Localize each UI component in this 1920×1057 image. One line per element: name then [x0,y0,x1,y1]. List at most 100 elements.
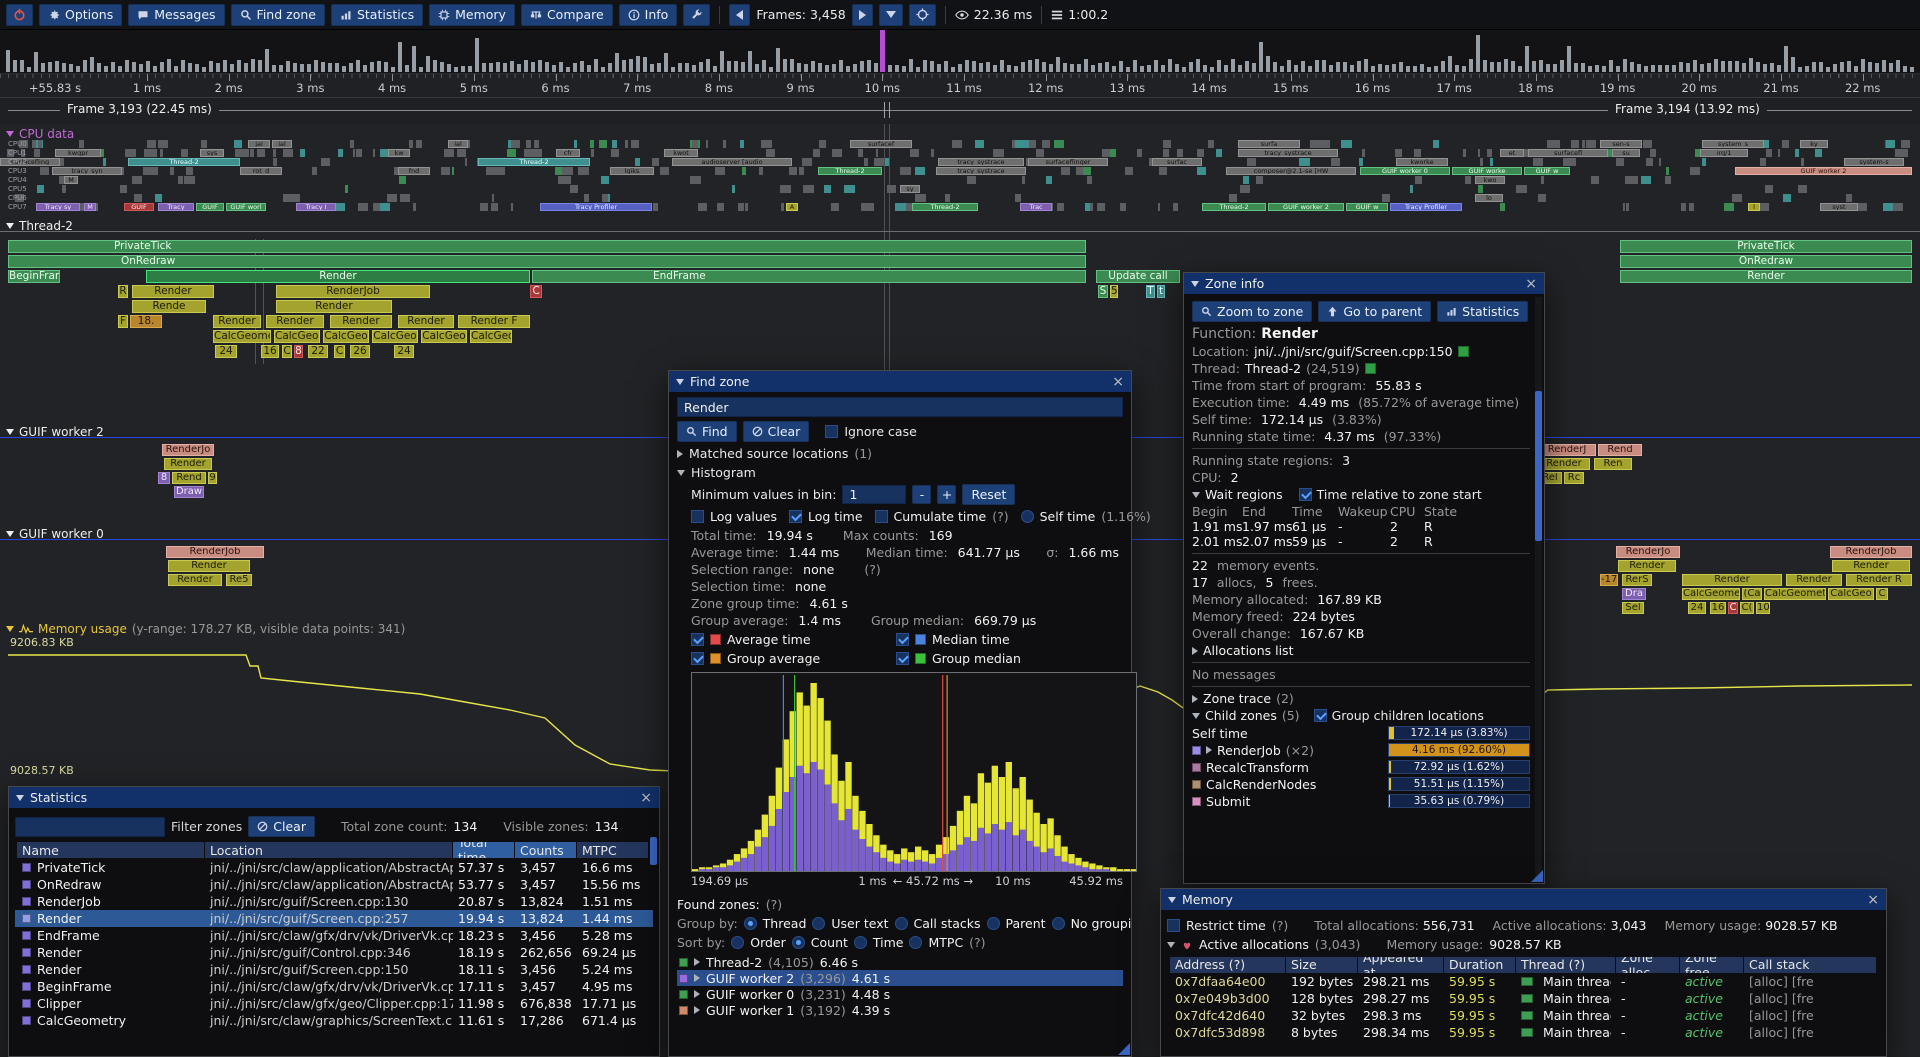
frame-bar[interactable] [188,63,192,72]
frame-bar[interactable] [1854,66,1858,72]
column-header-address-[interactable]: Address (?) [1170,957,1286,973]
frame-bar[interactable] [1532,61,1536,72]
column-header-total-time[interactable]: Total time [453,842,515,858]
frame-bar[interactable] [1119,61,1123,72]
timeline-zone-composer-2-1-se-hw[interactable]: composer@2.1-se [HW [1226,167,1356,175]
frame-bar[interactable] [902,66,906,72]
frame-bar[interactable] [538,60,542,72]
frame-bar[interactable] [1511,61,1515,72]
timeline-zone-guif-worke[interactable]: GUIF worke [1452,167,1522,175]
frame-bar[interactable] [1819,62,1823,72]
frame-bar[interactable] [1714,59,1718,72]
frame-bar[interactable] [1413,66,1417,72]
timeline-zone-render[interactable]: Render [1832,560,1910,572]
timeline-zone-calcgeo[interactable]: CalcGeo [323,330,369,343]
frame-bar[interactable] [356,60,360,72]
column-header-location[interactable]: Location [205,842,453,858]
frame-bar[interactable] [321,62,325,72]
timeline-zone-renderjo[interactable]: RenderJo [162,444,214,456]
frame-bar[interactable] [888,65,892,72]
timeline-zone-render[interactable]: Render [1786,574,1842,586]
timeline-zone-calcgeome[interactable]: CalcGeome [213,330,271,343]
frame-bar[interactable] [1910,67,1914,72]
timeline-zone-sen-s[interactable]: sen-s [1600,140,1642,148]
zone-location[interactable]: jni/../jni/src/guif/Screen.cpp:150 [1254,344,1452,359]
frame-bar[interactable] [1658,65,1662,72]
compare-button[interactable]: Compare [521,4,613,26]
frame-bar[interactable] [426,56,430,72]
thread2-header[interactable]: Thread-2 [6,219,73,233]
child-zone-row[interactable]: RenderJob(×2)4.16 ms (92.60%) [1192,742,1530,758]
ignore-case-checkbox[interactable] [825,425,838,438]
child-zones-section[interactable]: Child zones(5)Group children locations [1192,708,1530,723]
frame-bar[interactable] [251,59,255,72]
frame-bar[interactable] [1000,60,1004,72]
frame-bar[interactable] [692,65,696,72]
timeline-zone-t[interactable]: t [1157,285,1165,298]
timeline-zone-su[interactable]: su [1612,149,1640,157]
frame-bar[interactable] [811,61,815,72]
frame-bar[interactable] [860,61,864,72]
timeline-zone-calcgeo[interactable]: CalcGeo [372,330,418,343]
frame-bar[interactable] [909,59,913,72]
frame-bar[interactable] [97,63,101,72]
frame-bar[interactable] [1791,57,1795,72]
frame-bar[interactable] [622,60,626,72]
frame-bar[interactable] [69,64,73,72]
frame-bar[interactable] [545,62,549,72]
group-by-option-no-groupi[interactable] [1052,917,1065,930]
timeline-zone-system-s[interactable]: system_s [1702,140,1764,148]
column-header-counts[interactable]: Counts [515,842,577,858]
frame-bar[interactable] [76,66,80,72]
frame-bar[interactable] [1287,60,1291,72]
timeline-zone-cfr[interactable]: cfr [556,149,580,157]
frame-bar[interactable] [1462,66,1466,72]
collapse-icon[interactable] [1191,281,1199,287]
timeline-zone-dra[interactable]: Dra [1622,588,1646,600]
frame-bar[interactable] [853,64,857,72]
clear-filter-button[interactable]: Clear [248,816,315,837]
frame-bar[interactable] [1007,65,1011,72]
frame-bar[interactable] [825,65,829,72]
timeline-zone-calcgeo[interactable]: CalcGeo [470,330,512,343]
restrict-time-checkbox[interactable] [1167,919,1180,932]
timeline-zone-system-s[interactable]: system-s [1844,158,1904,166]
frame-bar[interactable] [1861,59,1865,72]
guif-worker-0-header[interactable]: GUIF worker 0 [6,527,104,541]
find-zone-titlebar[interactable]: Find zone× [669,371,1131,392]
help-marker[interactable]: (?) [766,897,782,912]
frame-bar[interactable] [1833,64,1837,72]
frame-bar[interactable] [1903,66,1907,72]
frame-bar[interactable] [1147,65,1151,72]
frame-bar[interactable] [1371,66,1375,72]
frame-bar[interactable] [258,60,262,72]
frame-bar[interactable] [125,60,129,72]
frame-bar[interactable] [349,63,353,72]
timeline-zone-surfacef[interactable]: surfacef [850,140,912,148]
timeline-zone-guif-w[interactable]: GUIF w [1524,167,1570,175]
frame-bar[interactable] [1763,64,1767,72]
frame-bar[interactable] [1756,62,1760,72]
frame-bar[interactable] [1588,66,1592,72]
frame-bar[interactable] [895,65,899,72]
frame-overview-strip[interactable] [0,30,1920,74]
timeline-zone-renderj[interactable]: RenderJ [1538,444,1596,456]
frame-bar[interactable] [1609,60,1613,72]
frame-bar[interactable] [678,63,682,72]
reset-button[interactable]: Reset [962,484,1015,505]
frame-bar[interactable] [1329,65,1333,72]
resize-grip[interactable] [1531,870,1543,882]
tools-button[interactable] [683,4,710,26]
log-values-checkbox[interactable] [691,510,704,523]
frame-bar[interactable] [783,59,787,72]
frame-bar[interactable] [1581,63,1585,72]
group-children-checkbox[interactable] [1314,709,1327,722]
timeline-zone-render[interactable]: Render [1538,458,1590,470]
allocation-row[interactable]: 0x7dfaa64e00192 bytes298.21 ms59.95 sMai… [1167,973,1880,990]
frame-bar[interactable] [384,62,388,72]
timeline-zone-kwot[interactable]: kwot [664,149,698,157]
group-by-option-thread[interactable] [744,917,757,930]
info-button[interactable]: Info [619,4,678,26]
timeline-zone-r[interactable]: R [118,285,128,298]
frame-bar[interactable] [965,60,969,72]
